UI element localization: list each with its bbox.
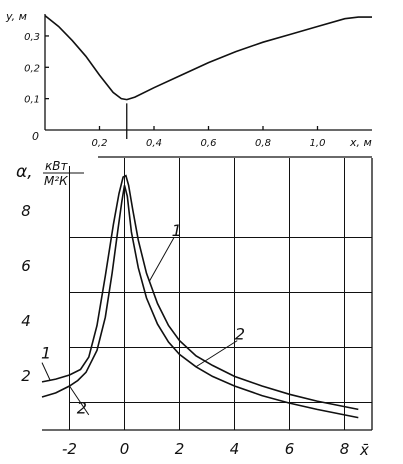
heat-x-tick-label: 4: [230, 440, 240, 458]
profile-y-tick-label: 0,1: [24, 95, 40, 106]
heat-curve-label: 1: [41, 344, 51, 363]
profile-y-tick-label: 0,3: [24, 32, 40, 43]
heat-y-axis-unit-numerator: кВт: [45, 159, 68, 173]
heat-curve-leader: [69, 385, 90, 416]
profile-x-axis-label: x, м: [349, 136, 372, 149]
heat-y-tick-label: 8: [21, 202, 31, 220]
heat-curve-leader: [41, 362, 51, 381]
heat-curve-label: 2: [235, 324, 245, 343]
heat-curve-leader: [148, 237, 175, 282]
heat-tick-labels: -2 0 2 4 6 8 2 4 6 8: [21, 202, 349, 458]
heat-grid: [42, 156, 373, 431]
profile-x-tick-label: 0,6: [201, 138, 217, 149]
heat-x-tick-label: 2: [175, 440, 185, 458]
profile-series: [44, 14, 372, 101]
heat-x-axis-label: x̄: [359, 441, 369, 459]
heat-x-tick-label: 8: [340, 440, 350, 458]
profile-curve: [44, 14, 372, 101]
profile-axes: [44, 14, 372, 139]
heat-x-tick-label: -2: [62, 440, 77, 458]
heat-y-axis-unit-denominator: М²К: [44, 174, 68, 188]
profile-x-tick-label: 1,0: [310, 138, 326, 149]
heat-curve-1: [41, 174, 359, 411]
profile-y-tick-label: 0,2: [24, 63, 40, 74]
heat-y-tick-label: 6: [21, 257, 31, 275]
heat-x-tick-label: 6: [285, 440, 295, 458]
profile-y-axis-label: y, м: [5, 10, 27, 23]
profile-x-tick-label: 0,2: [92, 138, 108, 149]
profile-x-tick-label: 0,4: [146, 138, 162, 149]
heat-series: 1 2 1 2: [41, 174, 359, 419]
profile-chart: 0,2 0,4 0,6 0,8 1,0 0,1 0,2 0,3 y, м x, м 0: [5, 10, 372, 149]
profile-origin-label: 0: [32, 130, 39, 143]
heat-y-tick-label: 2: [21, 367, 31, 385]
heat-x-tick-label: 0: [120, 440, 130, 458]
heat-curve-2: [41, 185, 359, 419]
heat-curve-leader: [195, 340, 238, 368]
profile-tick-labels: 0,2 0,4 0,6 0,8 1,0 0,1 0,2 0,3: [24, 32, 325, 149]
heat-curve-label: 2: [77, 399, 87, 418]
heat-y-axis-symbol: α,: [16, 162, 33, 182]
heat-curve-label: 1: [172, 221, 182, 240]
heat-y-tick-label: 4: [21, 312, 31, 330]
profile-x-tick-label: 0,8: [255, 138, 271, 149]
